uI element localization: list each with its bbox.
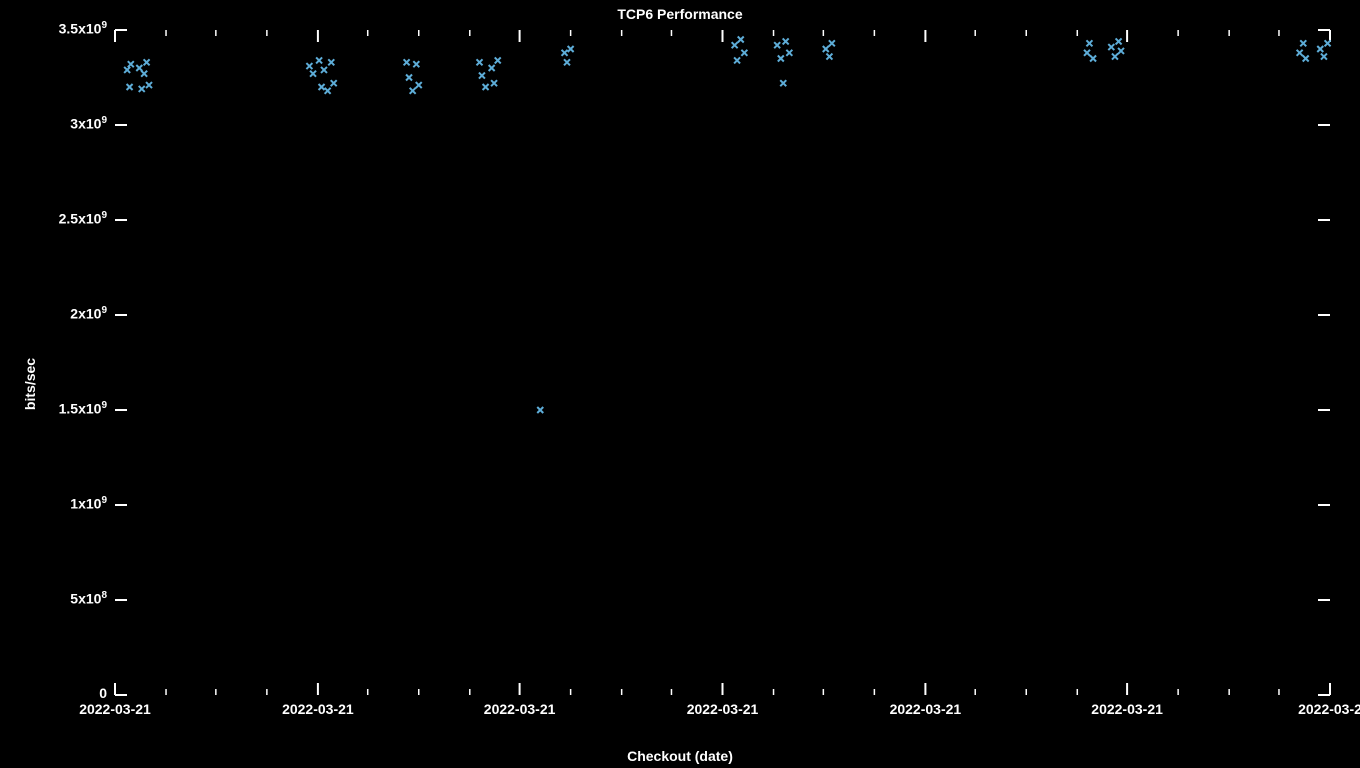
x-tick-label: 2022-03-21 [890, 701, 962, 717]
data-point [127, 84, 133, 90]
x-tick-label: 2022-03-21 [484, 701, 556, 717]
data-point [823, 46, 829, 52]
data-point [491, 80, 497, 86]
data-point [1325, 40, 1331, 46]
data-point [325, 88, 331, 94]
data-point [413, 61, 419, 67]
data-point [306, 63, 312, 69]
data-point [483, 84, 489, 90]
data-point [128, 61, 134, 67]
data-point [774, 42, 780, 48]
data-point [321, 67, 327, 73]
data-point [1297, 50, 1303, 56]
x-tick-label: 2022-03-21 [282, 701, 354, 717]
data-point [310, 71, 316, 77]
data-point [139, 86, 145, 92]
chart-plot-area [0, 0, 1360, 768]
data-point [328, 59, 334, 65]
data-point [1112, 54, 1118, 60]
y-tick-label: 1x109 [70, 495, 107, 512]
data-point [1317, 46, 1323, 52]
data-point [537, 407, 543, 413]
data-point [319, 84, 325, 90]
data-point [562, 50, 568, 56]
data-point [144, 59, 150, 65]
data-point [1300, 40, 1306, 46]
data-point [738, 37, 744, 43]
x-tick-label: 2022-03-21 [79, 701, 151, 717]
data-point [1118, 48, 1124, 54]
y-tick-label: 2.5x109 [59, 210, 107, 227]
x-tick-label: 2022-03-21 [1091, 701, 1163, 717]
data-point [780, 80, 786, 86]
data-point [826, 54, 832, 60]
chart-container: TCP6 Performance bits/sec Checkout (date… [0, 0, 1360, 768]
x-tick-label: 2022-03-2 [1298, 701, 1360, 717]
data-point [1108, 44, 1114, 50]
data-point [410, 88, 416, 94]
y-tick-label: 0 [99, 685, 107, 701]
y-tick-label: 1.5x109 [59, 400, 107, 417]
y-tick-label: 3x109 [70, 115, 107, 132]
data-point [146, 82, 152, 88]
data-point [141, 71, 147, 77]
data-point [732, 42, 738, 48]
data-point [495, 57, 501, 63]
data-point [477, 59, 483, 65]
data-point [489, 65, 495, 71]
data-point [829, 40, 835, 46]
data-point [1086, 40, 1092, 46]
data-point [404, 59, 410, 65]
data-point [1321, 54, 1327, 60]
data-point [136, 65, 142, 71]
data-point [564, 59, 570, 65]
y-tick-label: 3.5x109 [59, 20, 107, 37]
data-point [1116, 38, 1122, 44]
data-point [783, 38, 789, 44]
y-tick-label: 5x108 [70, 590, 107, 607]
data-point [568, 46, 574, 52]
data-point [734, 57, 740, 63]
data-point [1090, 56, 1096, 62]
data-point [786, 50, 792, 56]
data-point [778, 56, 784, 62]
data-point [316, 57, 322, 63]
data-point [416, 82, 422, 88]
data-point [1084, 50, 1090, 56]
data-point [741, 50, 747, 56]
data-point [406, 75, 412, 81]
data-point [1303, 56, 1309, 62]
data-point [331, 80, 337, 86]
data-point [124, 67, 130, 73]
data-point [479, 73, 485, 79]
x-tick-label: 2022-03-21 [687, 701, 759, 717]
y-tick-label: 2x109 [70, 305, 107, 322]
